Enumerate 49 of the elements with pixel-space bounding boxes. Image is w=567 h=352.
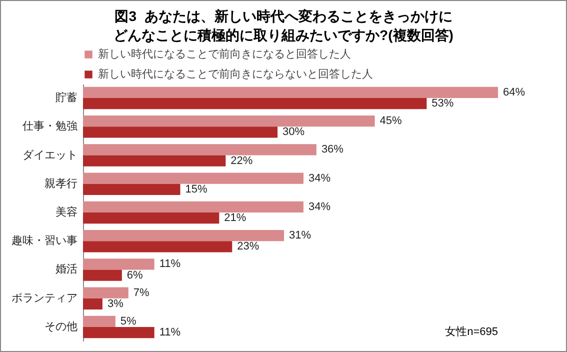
- bar: [83, 98, 427, 110]
- bar: [83, 115, 375, 127]
- data-label: 15%: [185, 183, 208, 196]
- bar: [83, 86, 498, 98]
- y-tick-label: 親孝行: [44, 176, 78, 190]
- data-label: 7%: [133, 286, 150, 299]
- data-label: 64%: [503, 86, 526, 98]
- bar: [83, 172, 304, 184]
- y-tick-label: ダイエット: [22, 149, 78, 162]
- bar: [83, 126, 278, 138]
- data-label: 45%: [380, 115, 402, 128]
- data-label: 34%: [308, 200, 331, 213]
- bar: [83, 212, 220, 224]
- data-label: 36%: [321, 144, 344, 156]
- bar: [83, 258, 154, 270]
- annotation: 女性n=695: [445, 326, 498, 338]
- data-label: 22%: [230, 154, 253, 167]
- y-tick-label: 貯蓄: [56, 91, 78, 104]
- data-label: 3%: [107, 298, 124, 310]
- data-label: 53%: [432, 98, 454, 110]
- data-label: 11%: [159, 326, 181, 339]
- data-label: 21%: [224, 212, 246, 224]
- y-tick-label: ボランティア: [12, 292, 78, 304]
- y-tick-label: 婚活: [56, 264, 78, 276]
- data-label: 5%: [120, 315, 137, 328]
- bar: [83, 230, 284, 242]
- bar: [83, 241, 232, 252]
- bar: [83, 326, 154, 338]
- data-label: 31%: [289, 230, 312, 242]
- bar: [83, 298, 102, 310]
- data-label: 23%: [237, 240, 260, 253]
- legend-label: 新しい時代になることで前向きになると回答した人: [98, 48, 351, 60]
- y-tick-label: 仕事・勉強: [22, 120, 78, 133]
- data-label: 30%: [282, 126, 305, 138]
- bar: [83, 316, 116, 327]
- bar: [83, 201, 304, 212]
- y-tick-label: 美容: [56, 206, 78, 218]
- bar: [83, 184, 180, 196]
- legend-label: 新しい時代になることで前向きにならないと回答した人: [98, 68, 373, 80]
- bar: [83, 270, 122, 281]
- bar: [83, 287, 128, 298]
- data-label: 11%: [159, 258, 181, 270]
- chart-title: 図3 あなたは、新しい時代へ変わることをきっかけにどんなことに積極的に取り組みたいですか?(複数回答): [112, 7, 454, 45]
- bar: [83, 155, 226, 166]
- data-label: 34%: [308, 172, 331, 184]
- y-tick-label: その他: [44, 320, 78, 333]
- bar: [83, 144, 316, 156]
- data-label: 6%: [126, 269, 144, 282]
- y-tick-label: 趣味・習い事: [12, 234, 78, 248]
